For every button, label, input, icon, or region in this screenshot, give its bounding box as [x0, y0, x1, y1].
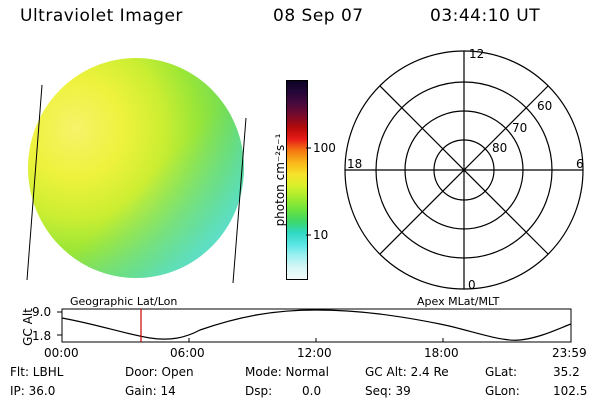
altitude-ytick-1-8: 1.8 [32, 329, 52, 343]
left-scan-boundary [26, 84, 43, 281]
earth-disk-limb [28, 58, 244, 278]
dsp-value: 0.0 [302, 384, 322, 398]
ip-info: IP: 36.0 [10, 384, 56, 398]
time-tick-12: 12:00 [297, 346, 332, 360]
seq-info: Seq: 39 [365, 384, 411, 398]
mlat-label-70: 70 [512, 121, 528, 135]
glon-info: GLon: [485, 384, 520, 398]
time-tick-18: 18:00 [424, 346, 459, 360]
filter-info: Flt: LBHL [10, 365, 64, 379]
colorbar-tick-100: 100 [313, 141, 336, 155]
colorbar-gradient [287, 81, 307, 279]
mlt-label-12: 12 [469, 47, 485, 61]
gain-info: Gain: 14 [125, 384, 176, 398]
altitude-ytick-9: 9.0 [32, 305, 52, 319]
instrument-title: Ultraviolet Imager [20, 6, 183, 26]
time-tick-06: 06:00 [170, 346, 205, 360]
mlt-label-6: 6 [576, 157, 584, 171]
date-label: 08 Sep 07 [273, 6, 364, 26]
mlat-label-80: 80 [492, 141, 508, 155]
colorbar-tick-10: 10 [313, 228, 329, 242]
altitude-curve [61, 309, 572, 341]
time-tick-00: 00:00 [44, 346, 79, 360]
dsp-info: Dsp: [245, 384, 273, 398]
colorbar [286, 80, 308, 280]
glat-value: 35.2 [553, 365, 580, 379]
apex-label: Apex MLat/MLT [417, 295, 500, 308]
geographic-label: Geographic Lat/Lon [70, 295, 178, 308]
door-info: Door: Open [125, 365, 194, 379]
time-label: 03:44:10 UT [430, 6, 541, 26]
mlt-label-18: 18 [347, 157, 363, 171]
right-scan-boundary [232, 117, 247, 284]
mode-info: Mode: Normal [245, 365, 329, 379]
glat-info: GLat: [485, 365, 518, 379]
mlt-diag-2 [379, 85, 549, 255]
mlat-label-60: 60 [537, 99, 553, 113]
glon-value: 102.5 [553, 384, 588, 398]
gc-alt-info: GC Alt: 2.4 Re [365, 365, 449, 379]
mlt-label-0: 0 [468, 278, 476, 292]
time-tick-2359: 23:59 [552, 346, 587, 360]
